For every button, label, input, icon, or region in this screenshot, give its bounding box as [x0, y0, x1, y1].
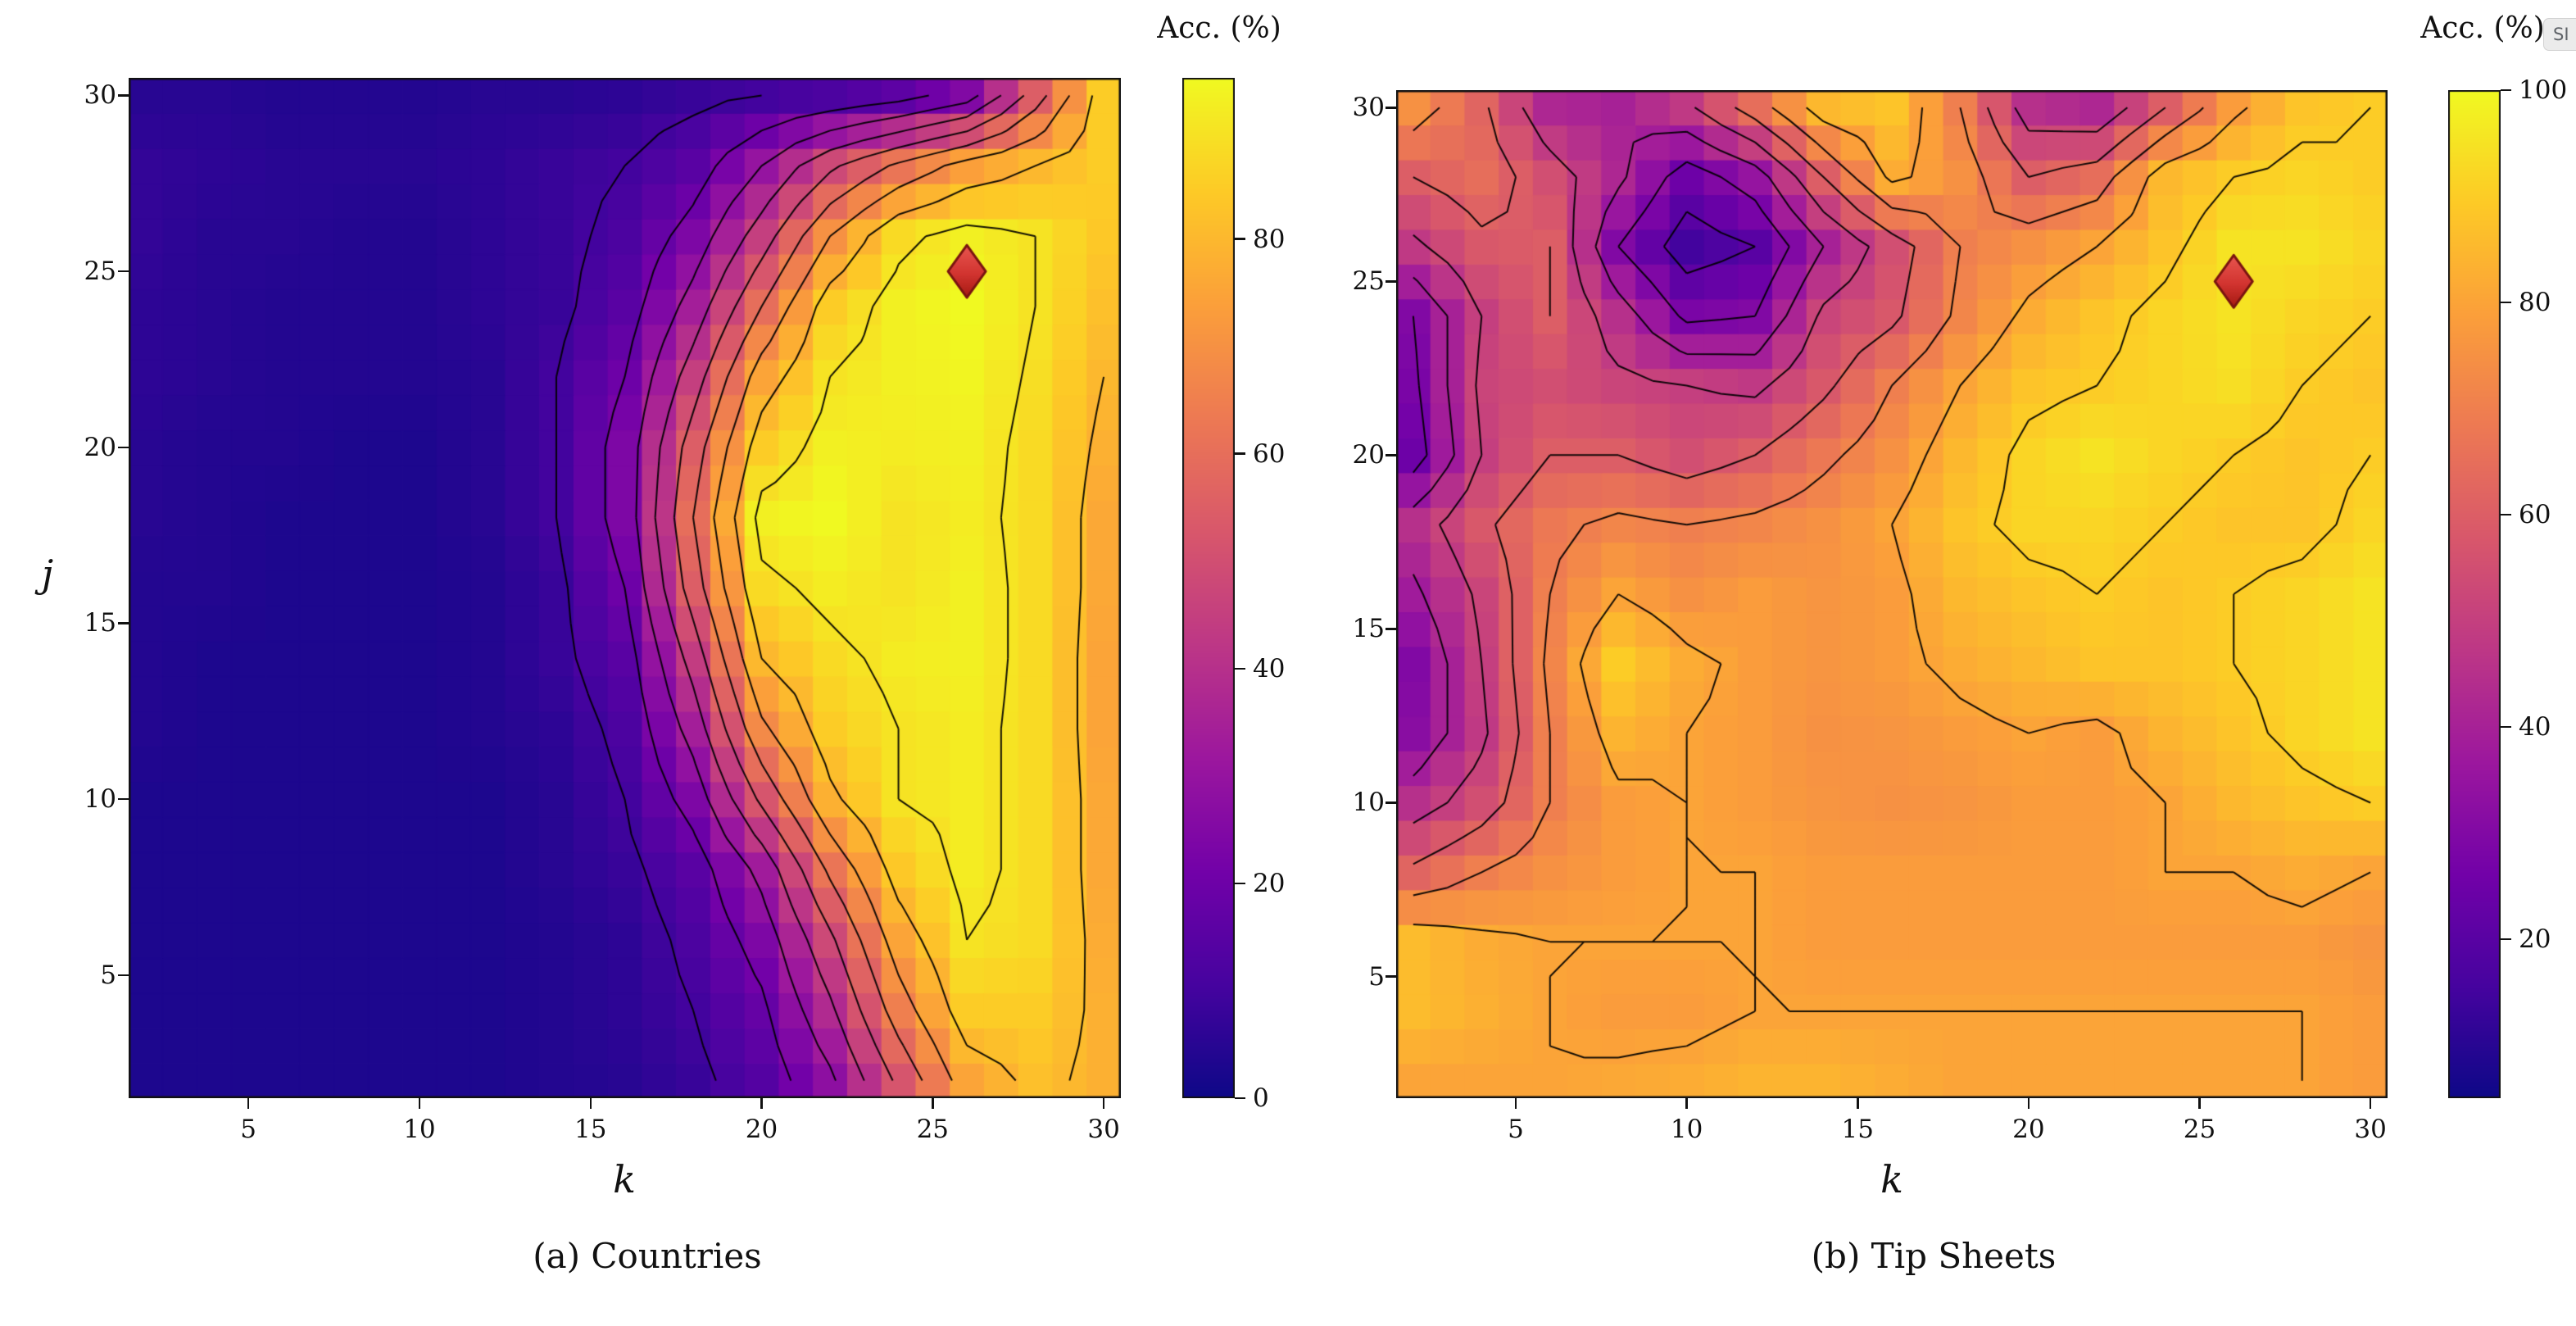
y-tick-label: 25 [84, 257, 116, 287]
x-tick-mark [589, 1098, 592, 1109]
heatmap-countries-canvas [129, 78, 1121, 1098]
colorbar-tick-mark [2501, 938, 2511, 941]
x-tick-mark [247, 1098, 250, 1109]
y-tick-mark [118, 622, 129, 624]
x-tick-label: 30 [2354, 1115, 2387, 1144]
x-tick-mark [760, 1098, 763, 1109]
y-tick-label: 15 [1352, 614, 1385, 644]
y-tick-label: 5 [100, 960, 116, 990]
y-tick-mark [118, 446, 129, 449]
si-overlay-label: SI [2553, 25, 2569, 44]
y-tick-mark [1386, 454, 1396, 456]
y-tick-label: 15 [84, 608, 116, 638]
y-tick-mark [118, 797, 129, 801]
colorbar-tick-mark [2501, 89, 2511, 92]
x-tick-mark [2369, 1098, 2372, 1109]
y-tick-label: 10 [1352, 788, 1385, 818]
x-axis-label: k [613, 1157, 636, 1201]
y-tick-mark [118, 94, 129, 97]
x-tick-label: 10 [1670, 1115, 1703, 1144]
y-tick-mark [1386, 975, 1396, 978]
y-tick-label: 20 [84, 432, 116, 462]
x-tick-label: 20 [745, 1115, 778, 1144]
y-tick-label: 10 [84, 784, 116, 815]
colorbar-tick-label: 0 [1253, 1083, 1269, 1113]
x-tick-label: 5 [1508, 1115, 1524, 1144]
colorbar-tick-mark [1235, 452, 1245, 455]
colorbar-tick-mark [1235, 882, 1245, 885]
x-tick-mark [1514, 1098, 1517, 1109]
y-tick-mark [1386, 628, 1396, 630]
x-tick-mark [418, 1098, 421, 1109]
y-axis-label: j [41, 552, 54, 596]
x-tick-mark [2027, 1098, 2030, 1109]
colorbar-tick-label: 100 [2519, 75, 2568, 105]
x-tick-mark [932, 1098, 934, 1109]
x-tick-label: 15 [574, 1115, 607, 1144]
x-tick-mark [1102, 1098, 1105, 1109]
colorbar-tick-label: 60 [1253, 438, 1286, 469]
subfigure-caption-b: (b) Tip Sheets [1811, 1236, 2057, 1276]
y-tick-mark [1386, 107, 1396, 109]
y-tick-label: 30 [1352, 93, 1385, 123]
colorbar-title: Acc. (%) [1157, 11, 1281, 45]
colorbar-tick-label: 20 [2519, 924, 2551, 954]
x-tick-label: 20 [2012, 1115, 2045, 1144]
y-tick-label: 20 [1352, 440, 1385, 470]
colorbar-tip-sheets-canvas [2448, 90, 2501, 1098]
heatmap-tip-sheets-canvas [1396, 90, 2388, 1098]
colorbar-tick-mark [1235, 667, 1245, 670]
x-tick-label: 25 [916, 1115, 950, 1144]
colorbar-tick-mark [2501, 725, 2511, 729]
x-tick-label: 25 [2183, 1115, 2216, 1144]
colorbar-tick-label: 80 [2519, 287, 2551, 317]
colorbar-title: Acc. (%) [2420, 11, 2545, 45]
colorbar-tick-mark [2501, 513, 2511, 516]
y-tick-mark [1386, 280, 1396, 283]
colorbar-tick-label: 60 [2519, 499, 2551, 529]
x-tick-label: 5 [240, 1115, 257, 1144]
x-tick-mark [1685, 1098, 1688, 1109]
x-axis-label: k [1880, 1157, 1903, 1201]
colorbar-tick-mark [1235, 1097, 1245, 1100]
x-tick-label: 30 [1087, 1115, 1120, 1144]
x-tick-label: 10 [403, 1115, 436, 1144]
y-tick-label: 25 [1352, 266, 1385, 297]
si-overlay-badge[interactable]: SI [2543, 18, 2576, 51]
colorbar-tick-mark [2501, 301, 2511, 304]
y-tick-mark [1386, 802, 1396, 804]
colorbar-tick-label: 40 [1253, 653, 1286, 683]
y-tick-label: 5 [1368, 961, 1385, 992]
colorbar-tick-label: 40 [2519, 711, 2551, 742]
y-tick-mark [118, 270, 129, 273]
colorbar-tick-mark [1235, 238, 1245, 240]
colorbar-tick-label: 80 [1253, 224, 1286, 254]
y-tick-label: 30 [84, 80, 116, 111]
subfigure-caption-a: (a) Countries [533, 1236, 762, 1276]
x-tick-mark [1857, 1098, 1859, 1109]
x-tick-label: 15 [1841, 1115, 1874, 1144]
y-tick-mark [118, 974, 129, 977]
colorbar-countries-canvas [1182, 78, 1235, 1098]
x-tick-mark [2198, 1098, 2201, 1109]
colorbar-tick-label: 20 [1253, 868, 1286, 898]
